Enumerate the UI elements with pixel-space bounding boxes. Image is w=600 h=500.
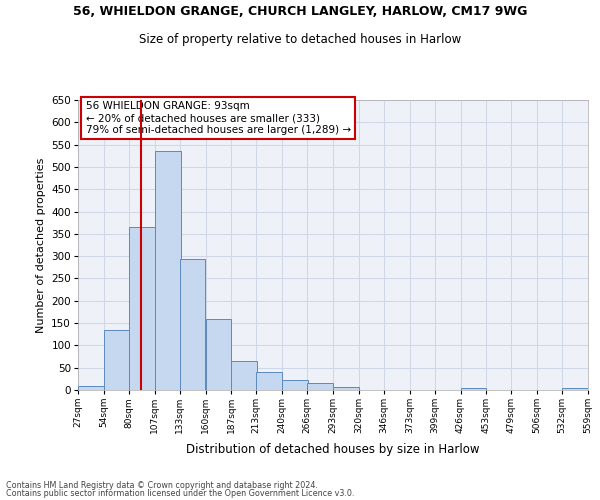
Bar (333, 388, 359, 390)
Bar (256, 372, 282, 390)
Bar (129, 227, 155, 390)
Bar (78, 386, 104, 390)
Bar (205, 318, 232, 390)
Text: Size of property relative to detached houses in Harlow: Size of property relative to detached ho… (139, 32, 461, 46)
Bar (307, 384, 333, 390)
Bar (155, 152, 181, 390)
Bar (562, 388, 588, 390)
Text: 56, WHIELDON GRANGE, CHURCH LANGLEY, HARLOW, CM17 9WG: 56, WHIELDON GRANGE, CHURCH LANGLEY, HAR… (73, 5, 527, 18)
Text: Contains HM Land Registry data © Crown copyright and database right 2024.: Contains HM Land Registry data © Crown c… (6, 481, 318, 490)
Text: Contains public sector information licensed under the Open Government Licence v3: Contains public sector information licen… (6, 488, 355, 498)
Y-axis label: Number of detached properties: Number of detached properties (36, 158, 46, 332)
Text: 56 WHIELDON GRANGE: 93sqm
← 20% of detached houses are smaller (333)
79% of semi: 56 WHIELDON GRANGE: 93sqm ← 20% of detac… (86, 102, 351, 134)
Bar (282, 380, 308, 390)
Bar (104, 330, 130, 390)
Text: Distribution of detached houses by size in Harlow: Distribution of detached houses by size … (186, 442, 480, 456)
Bar (461, 388, 487, 390)
Bar (179, 260, 205, 390)
Bar (232, 361, 257, 390)
